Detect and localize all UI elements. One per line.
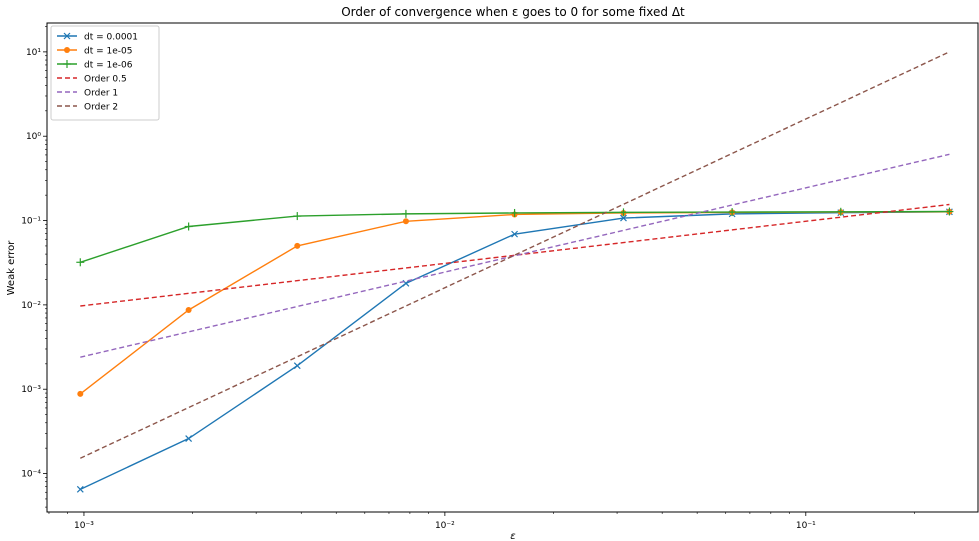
data-point-2-5	[619, 208, 628, 217]
data-point-0-2	[293, 362, 301, 370]
data-point-1-3	[402, 218, 409, 225]
y-tick-label: 10⁻⁴	[21, 470, 41, 480]
data-point-2-7	[836, 207, 845, 216]
legend-marker-1	[64, 47, 70, 53]
data-point-1-1	[185, 306, 192, 313]
y-tick-label: 10¹	[26, 48, 41, 58]
y-tick-label: 10⁻¹	[21, 217, 41, 227]
legend: dt = 0.0001 dt = 1e-05 dt = 1e-06 Order 0.5…	[50, 25, 160, 121]
data-point-2-0	[76, 258, 85, 267]
data-point-2-8	[945, 207, 954, 216]
data-point-0-1	[185, 435, 193, 442]
data-point-2-4	[510, 208, 519, 217]
y-tick-label: 10⁻³	[21, 385, 41, 395]
data-point-0-5	[620, 214, 627, 222]
series-line-3	[80, 203, 950, 307]
legend-marker-2	[63, 60, 71, 68]
y-axis-label: Weak error	[6, 240, 17, 296]
x-tick-label: 10⁻³	[74, 521, 94, 531]
x-axis-label: ε	[510, 531, 516, 541]
legend-label-2: dt = 1e-06	[84, 61, 133, 71]
legend-label-3: Order 0.5	[84, 75, 127, 85]
legend-label-4: Order 1	[84, 89, 118, 99]
data-point-2-2	[293, 212, 302, 221]
plot-frame	[46, 22, 979, 513]
series-line-4	[80, 153, 950, 358]
data-point-1-0	[77, 390, 84, 397]
legend-label-1: dt = 1e-05	[84, 47, 132, 57]
data-point-2-6	[728, 208, 737, 217]
x-tick-label: 10⁻¹	[796, 521, 816, 531]
chart-title: Order of convergence when ε goes to 0 fo…	[341, 5, 685, 19]
y-tick-label: 10⁰	[26, 132, 41, 142]
legend-label-0: dt = 0.0001	[84, 33, 138, 43]
y-tick-label: 10⁻²	[21, 301, 41, 311]
data-point-2-1	[184, 222, 193, 231]
legend-marker-0	[63, 32, 71, 40]
data-point-1-2	[294, 242, 301, 249]
legend-label-5: Order 2	[84, 103, 118, 113]
legend-frame	[50, 25, 160, 121]
x-tick-label: 10⁻²	[435, 521, 455, 531]
data-point-2-3	[401, 209, 410, 218]
data-point-0-4	[511, 230, 518, 238]
data-point-0-0	[76, 485, 84, 493]
